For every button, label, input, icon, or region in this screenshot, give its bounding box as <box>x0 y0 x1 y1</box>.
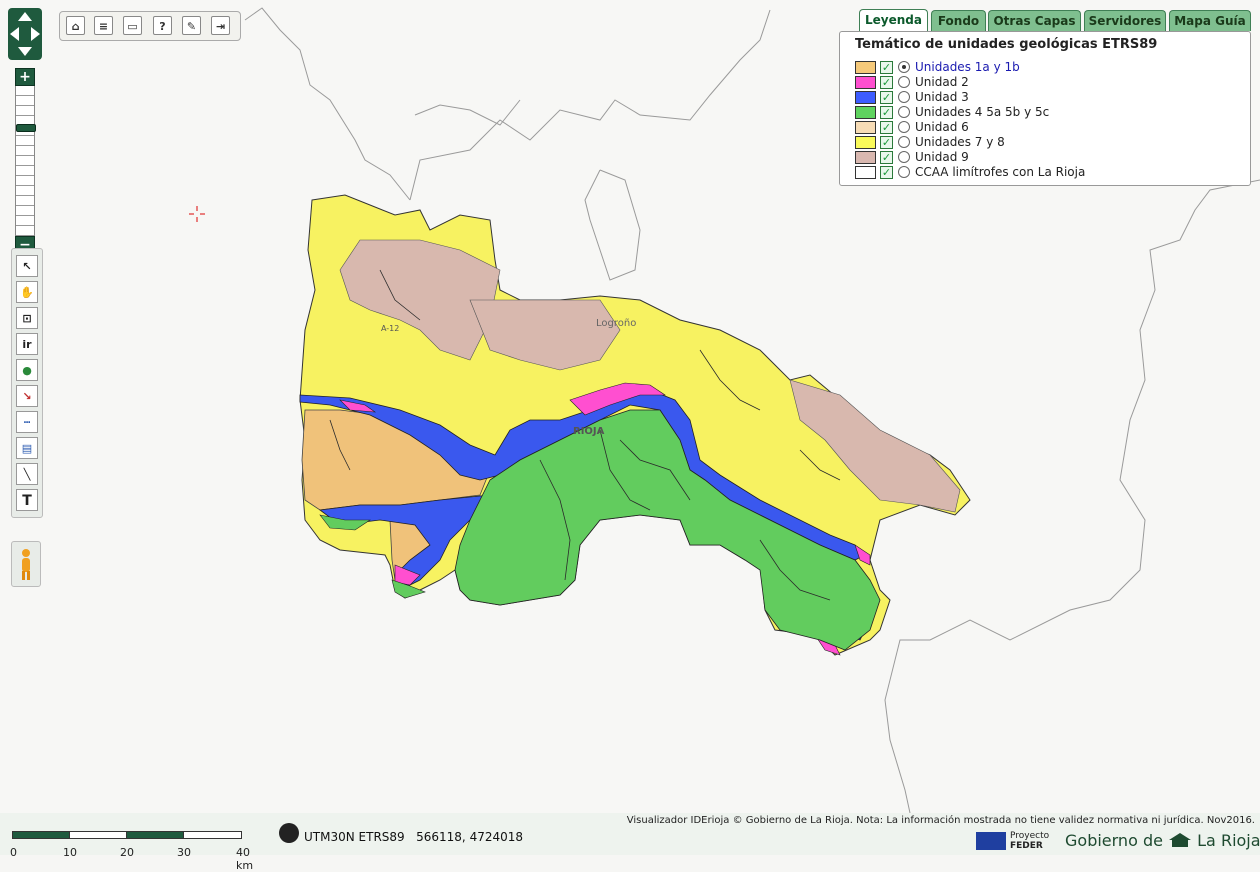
text-icon[interactable]: T <box>16 489 38 511</box>
legend-label[interactable]: Unidad 6 <box>915 120 969 134</box>
crosshair-icon <box>189 206 205 222</box>
pan-down-icon[interactable] <box>18 47 32 56</box>
legend-title: Temático de unidades geológicas ETRS89 <box>855 37 1158 52</box>
zoom-box-icon[interactable]: ⊡ <box>16 307 38 329</box>
measure-area-icon[interactable]: ▤ <box>16 437 38 459</box>
layer-checkbox[interactable]: ✓ <box>880 106 893 119</box>
legend-label[interactable]: Unidades 1a y 1b <box>915 60 1020 74</box>
gobierno-la-rioja-logo: Gobierno de La Rioja <box>1065 831 1260 850</box>
crs-icon[interactable] <box>279 823 299 843</box>
layer-radio[interactable] <box>898 151 910 163</box>
legend-panel: Temático de unidades geológicas ETRS89 ✓… <box>839 31 1251 186</box>
tab-servidores[interactable]: Servidores <box>1084 10 1166 31</box>
scale-label: 20 <box>120 846 134 859</box>
goto-icon[interactable]: ir <box>16 333 38 355</box>
legend-swatch <box>855 76 876 89</box>
legend-swatch <box>855 166 876 179</box>
coordinate-readout: UTM30N ETRS89 566118, 4724018 <box>304 830 523 844</box>
layer-checkbox[interactable]: ✓ <box>880 166 893 179</box>
legend-swatch <box>855 91 876 104</box>
eu-flag-icon <box>976 832 1006 850</box>
layer-checkbox[interactable]: ✓ <box>880 151 893 164</box>
status-bar: 0 10 20 30 40 km UTM30N ETRS89 566118, 4… <box>0 813 1260 872</box>
credits-text: Visualizador IDErioja © Gobierno de La R… <box>626 815 1255 826</box>
geology-map: A-12 Logroño RIOJA <box>189 194 971 656</box>
legend-label[interactable]: Unidades 7 y 8 <box>915 135 1005 149</box>
tab-fondo[interactable]: Fondo <box>931 10 986 31</box>
legend-swatch <box>855 136 876 149</box>
legend-swatch <box>855 61 876 74</box>
layer-radio[interactable] <box>898 121 910 133</box>
help-icon[interactable]: ? <box>153 16 172 35</box>
tab-leyenda[interactable]: Leyenda <box>859 9 928 32</box>
coordinate-value: 566118, 4724018 <box>416 830 524 844</box>
tools-panel: ↖ ✋ ⊡ ir ● ↘ ┅ ▤ ╲ T <box>11 248 43 518</box>
scale-label: 30 <box>177 846 191 859</box>
layer-checkbox[interactable]: ✓ <box>880 61 893 74</box>
pan-right-icon[interactable] <box>31 27 40 41</box>
draw-line-icon[interactable]: ╲ <box>16 463 38 485</box>
ccaa-boundaries <box>244 7 1260 814</box>
list-icon[interactable]: ≡ <box>94 16 113 35</box>
tab-mapa-guia[interactable]: Mapa Guía <box>1169 10 1251 31</box>
top-toolbar: ⌂ ≡ ▭ ? ✎ ⇥ <box>59 11 241 41</box>
pan-up-icon[interactable] <box>18 12 32 21</box>
layer-checkbox[interactable]: ✓ <box>880 121 893 134</box>
layer-radio[interactable] <box>898 76 910 88</box>
pan-control[interactable] <box>8 8 42 60</box>
scale-bar: 0 10 20 30 40 km <box>10 831 253 872</box>
layer-checkbox[interactable]: ✓ <box>880 91 893 104</box>
comment-icon[interactable]: ✎ <box>182 16 201 35</box>
zoom-slider[interactable] <box>15 86 36 236</box>
legend-label[interactable]: Unidad 3 <box>915 90 969 104</box>
feder-logo: Proyecto FEDER <box>976 830 1054 852</box>
scale-label: 40 km <box>236 846 254 872</box>
legend-swatch <box>855 121 876 134</box>
tab-otras-capas[interactable]: Otras Capas <box>988 10 1081 31</box>
zoom-in-button[interactable]: + <box>15 68 35 86</box>
crs-label: UTM30N ETRS89 <box>304 830 405 844</box>
road-label: A-12 <box>381 324 399 333</box>
region-label: RIOJA <box>573 426 605 437</box>
scale-label: 0 <box>10 846 17 859</box>
layer-checkbox[interactable]: ✓ <box>880 76 893 89</box>
layer-radio[interactable] <box>898 166 910 178</box>
globe-icon[interactable]: ● <box>16 359 38 381</box>
legend-label[interactable]: CCAA limítrofes con La Rioja <box>915 165 1086 179</box>
pan-left-icon[interactable] <box>10 27 19 41</box>
zoom-bar[interactable]: + − <box>15 68 36 254</box>
measure-distance-icon[interactable]: ┅ <box>16 411 38 433</box>
legend-swatch <box>855 151 876 164</box>
scale-label: 10 <box>63 846 77 859</box>
layer-radio[interactable] <box>898 106 910 118</box>
layer-radio[interactable] <box>898 136 910 148</box>
home-icon[interactable]: ⌂ <box>66 16 85 35</box>
zoom-slider-thumb[interactable] <box>16 124 36 132</box>
print-icon[interactable]: ▭ <box>123 16 142 35</box>
layer-radio[interactable] <box>898 91 910 103</box>
exit-icon[interactable]: ⇥ <box>211 16 230 35</box>
legend-swatch <box>855 106 876 119</box>
legend-label[interactable]: Unidades 4 5a 5b y 5c <box>915 105 1050 119</box>
city-label: Logroño <box>596 318 636 329</box>
legend-label[interactable]: Unidad 9 <box>915 150 969 164</box>
hand-pan-icon[interactable]: ✋ <box>16 281 38 303</box>
layer-radio[interactable] <box>898 61 910 73</box>
info-arrow-icon[interactable]: ↖ <box>16 255 38 277</box>
legend-label[interactable]: Unidad 2 <box>915 75 969 89</box>
layer-checkbox[interactable]: ✓ <box>880 136 893 149</box>
street-view-pegman-icon[interactable] <box>11 541 41 587</box>
xy-coordinate-icon[interactable]: ↘ <box>16 385 38 407</box>
